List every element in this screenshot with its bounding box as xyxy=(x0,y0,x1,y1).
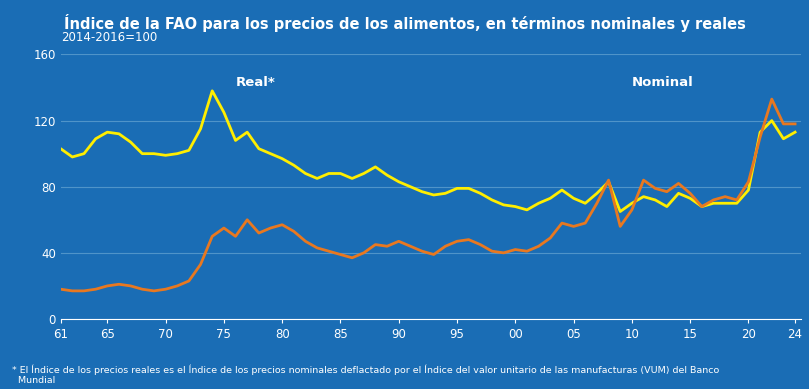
Text: Real*: Real* xyxy=(235,76,275,89)
Text: * El Índice de los precios reales es el Índice de los precios nominales deflacta: * El Índice de los precios reales es el … xyxy=(12,364,719,385)
Text: Nominal: Nominal xyxy=(632,76,693,89)
Text: 2014-2016=100: 2014-2016=100 xyxy=(61,31,157,44)
Text: Índice de la FAO para los precios de los alimentos, en términos nominales y real: Índice de la FAO para los precios de los… xyxy=(64,14,745,32)
